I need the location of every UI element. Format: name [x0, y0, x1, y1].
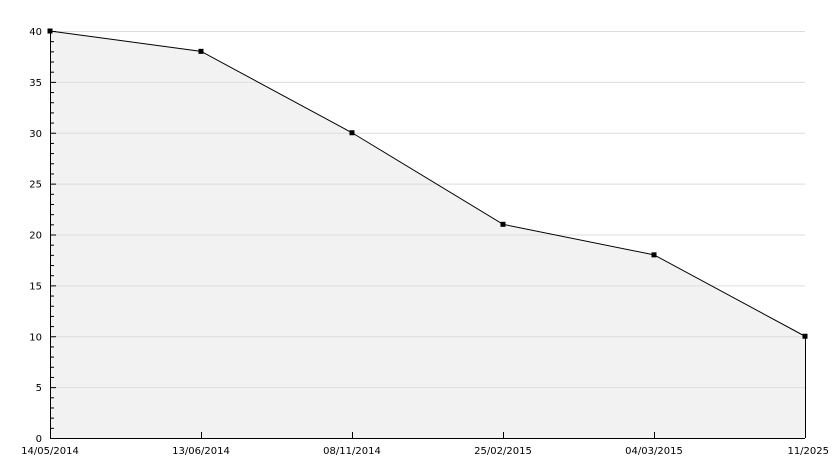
data-point — [198, 48, 204, 54]
y-tick-label: 20 — [29, 231, 42, 242]
y-tick-label: 10 — [29, 332, 42, 343]
x-tick-label: 11/2025 — [787, 446, 829, 457]
x-tick-label: 04/03/2015 — [625, 446, 683, 457]
y-tick-label: 15 — [29, 281, 42, 292]
x-tick-label: 14/05/2014 — [21, 446, 79, 457]
data-point — [500, 221, 506, 227]
y-tick-label: 5 — [36, 383, 42, 394]
y-tick-label: 25 — [29, 180, 42, 191]
data-point — [47, 28, 53, 34]
data-point — [349, 130, 355, 136]
data-point — [802, 333, 808, 339]
y-tick-label: 0 — [36, 434, 42, 445]
x-tick-label: 13/06/2014 — [172, 446, 230, 457]
x-tick-label: 25/02/2015 — [474, 446, 532, 457]
data-point — [651, 252, 657, 258]
y-tick-label: 40 — [29, 27, 42, 38]
series-line — [49, 30, 806, 337]
y-tick-label: 35 — [29, 78, 42, 89]
x-tick-label: 08/11/2014 — [323, 446, 381, 457]
y-tick-label: 30 — [29, 129, 42, 140]
